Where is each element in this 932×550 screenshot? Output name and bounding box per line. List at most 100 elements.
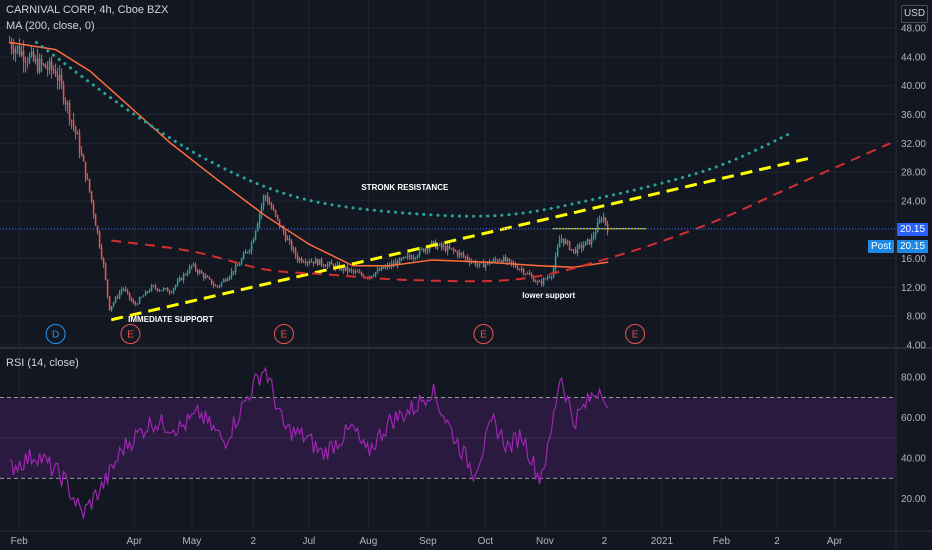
candle-body [50, 61, 53, 70]
candle-body [160, 290, 163, 292]
candle-body [132, 300, 135, 304]
candle-body [48, 61, 51, 70]
candle-body [288, 238, 291, 241]
candle-body [570, 249, 573, 251]
time-tick-label: Feb [713, 536, 731, 547]
candle-body [90, 191, 93, 202]
candle-body [574, 249, 577, 254]
time-tick-label: Apr [127, 536, 143, 547]
candle-body [546, 277, 549, 279]
candle-body [310, 261, 313, 263]
candle-body [208, 277, 211, 280]
candle-body [392, 263, 395, 265]
candle-body [466, 257, 469, 261]
candle-body [544, 278, 547, 280]
candle-body [32, 51, 35, 61]
candle-body [234, 265, 237, 273]
candle-body [584, 241, 587, 246]
candle-body [344, 266, 347, 271]
candle-body [418, 248, 421, 256]
candle-body [152, 285, 155, 287]
candle-body [360, 272, 363, 276]
candle-body [432, 241, 435, 243]
price-tick-label: 44.00 [901, 52, 926, 63]
candle-body [520, 269, 523, 271]
candle-body [264, 195, 267, 197]
time-tick-label: Sep [419, 536, 437, 547]
rsi-legend: RSI (14, close) [6, 357, 79, 369]
candle-body [284, 232, 287, 241]
candle-body [166, 288, 169, 292]
price-tick-label: 16.00 [901, 254, 926, 265]
post-label-badge: Post [868, 240, 895, 253]
candle-body [278, 219, 281, 227]
candle-body [306, 261, 309, 264]
candle-body [190, 265, 193, 267]
candle-body [52, 69, 55, 72]
candle-body [58, 74, 61, 81]
candle-body [70, 120, 73, 122]
candle-body [464, 256, 467, 258]
candle-body [340, 266, 343, 270]
time-tick-label: Aug [359, 536, 377, 547]
candle-body [504, 257, 507, 262]
candle-body [154, 286, 157, 289]
candle-body [230, 271, 233, 277]
candle-body [204, 276, 207, 278]
candle-body [216, 285, 219, 287]
candle-body [326, 264, 329, 267]
candle-body [380, 267, 383, 271]
candle-body [320, 259, 323, 265]
candle-body [376, 269, 379, 273]
candle-body [164, 288, 167, 290]
candle-body [76, 132, 79, 135]
candle-body [198, 271, 201, 273]
candle-body [528, 273, 531, 276]
event-marker-label: E [127, 330, 134, 341]
rsi-tick-label: 60.00 [901, 413, 926, 424]
candle-body [74, 126, 77, 133]
event-marker-circle [625, 324, 646, 344]
candle-body [394, 261, 397, 265]
price-tick-label: 12.00 [901, 283, 926, 294]
candle-body [558, 239, 561, 248]
price-tick-label: 48.00 [901, 24, 926, 35]
candle-body [478, 263, 481, 265]
price-tick-label: 36.00 [901, 110, 926, 121]
event-marker-circle [120, 324, 141, 344]
candle-body [600, 219, 603, 221]
candle-body [308, 261, 311, 263]
candle-body [450, 248, 453, 250]
candle-body [24, 61, 27, 63]
candle-body [170, 292, 173, 294]
currency-button[interactable]: USD [901, 5, 928, 23]
candle-body [568, 241, 571, 251]
rsi-tick-label: 20.00 [901, 494, 926, 505]
candle-body [590, 237, 593, 245]
candle-body [506, 258, 509, 262]
candle-body [40, 58, 43, 65]
candle-body [414, 257, 417, 259]
candle-body [16, 45, 19, 49]
candle-body [78, 134, 81, 153]
candle-body [588, 239, 591, 245]
price-tick-label: 40.00 [901, 81, 926, 92]
candle-body [484, 263, 487, 268]
rsi-tick-label: 80.00 [901, 373, 926, 384]
candle-body [108, 296, 111, 311]
candle-body [438, 243, 441, 246]
candle-body [474, 261, 477, 266]
post-price-badge: 20.15 [897, 240, 929, 253]
candle-body [462, 254, 465, 257]
candle-body [100, 247, 103, 259]
candle-body [444, 246, 447, 252]
candle-body [572, 249, 575, 251]
candle-body [452, 248, 455, 251]
candle-body [384, 266, 387, 269]
candle-body [106, 279, 109, 297]
candle-body [532, 276, 535, 282]
candle-body [168, 291, 171, 293]
candle-body [518, 269, 521, 271]
candle-body [302, 261, 305, 263]
